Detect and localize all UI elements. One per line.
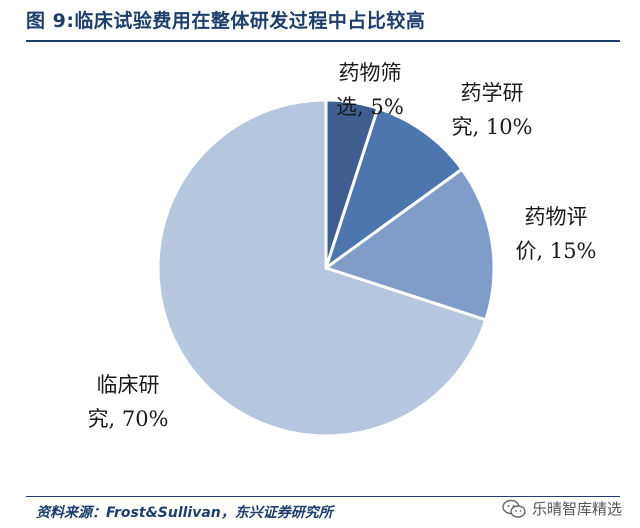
watermark: 乐晴智库精选 — [502, 498, 622, 519]
pie-slice-label-3: 临床研究, 70% — [87, 373, 168, 431]
figure-title: 图 9:临床试验费用在整体研发过程中占比较高 — [26, 10, 426, 32]
pie-slice-label-2: 药物评价, 15% — [515, 205, 596, 263]
pie-slice-label-1: 药学研究, 10% — [451, 81, 532, 139]
pie-slice-1 — [323, 106, 465, 272]
source-divider — [26, 496, 620, 497]
pie-labels: 药物筛选, 5% 药学研究, 10% 药物评价, 15% 临床研究, 70% — [87, 61, 596, 431]
source-note: 资料来源：Frost&Sullivan，东兴证券研究所 — [36, 505, 333, 521]
title-divider — [26, 40, 620, 42]
pie-slice-2 — [322, 167, 496, 322]
pie-slices — [156, 98, 496, 438]
watermark-text: 乐晴智库精选 — [531, 500, 622, 518]
pie-slice-3 — [156, 98, 488, 438]
pie-slice-label-0: 药物筛选, 5% — [336, 61, 404, 119]
wechat-icon — [502, 499, 526, 518]
